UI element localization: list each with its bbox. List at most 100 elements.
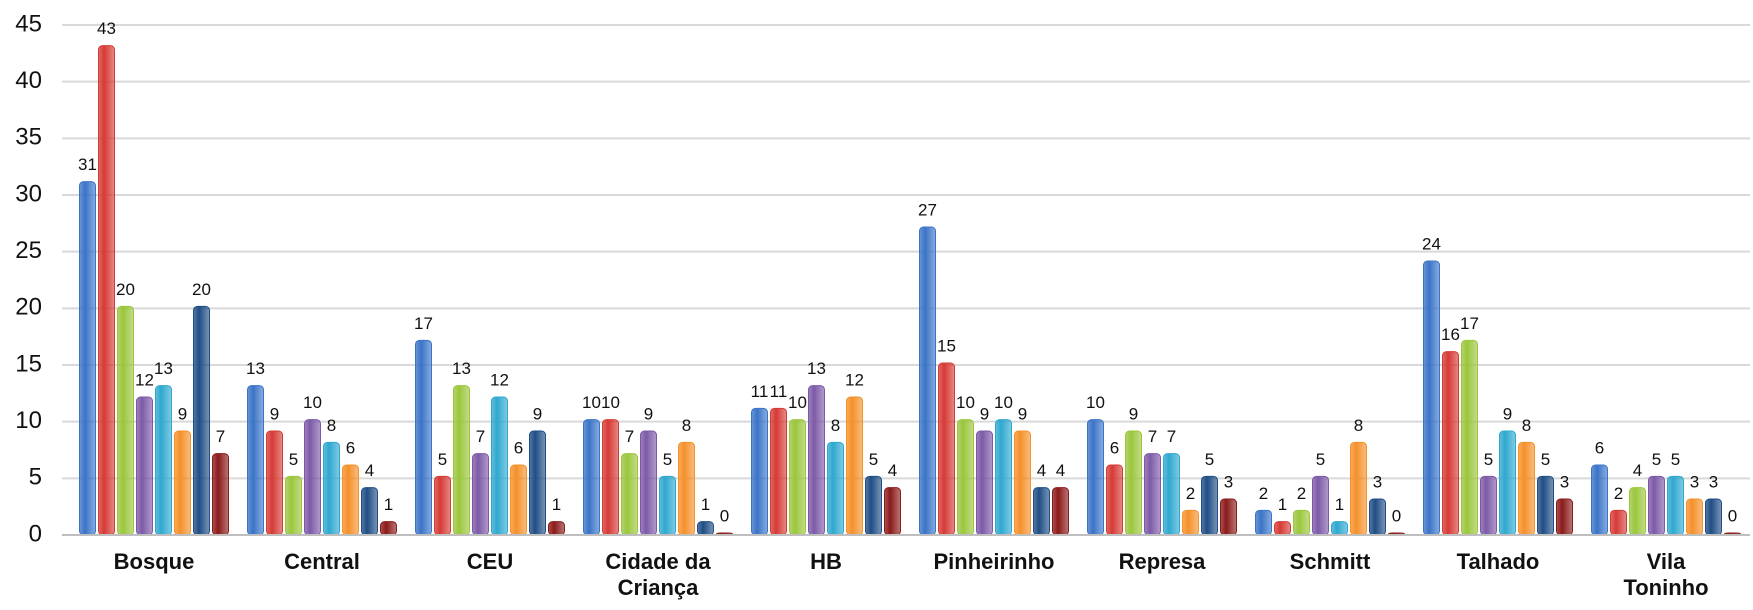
value-label: 7 — [625, 427, 634, 446]
bar — [1667, 475, 1684, 536]
bar — [697, 521, 714, 536]
value-label: 2 — [1259, 484, 1268, 503]
value-label: 2 — [1297, 484, 1306, 503]
value-label: 5 — [1316, 450, 1325, 469]
bar — [640, 430, 657, 536]
bar — [770, 407, 787, 536]
value-label: 9 — [1018, 404, 1027, 423]
bar — [1293, 509, 1310, 536]
y-tick-label: 0 — [29, 520, 42, 547]
bar — [472, 453, 489, 536]
value-label: 24 — [1422, 234, 1441, 253]
bar — [1255, 509, 1272, 536]
bar — [602, 419, 619, 536]
value-label: 13 — [452, 359, 471, 378]
bar — [266, 430, 283, 536]
value-label: 6 — [346, 438, 355, 457]
x-tick-label: Schmitt — [1289, 549, 1371, 574]
value-label: 6 — [514, 438, 523, 457]
value-label: 3 — [1224, 472, 1233, 491]
x-tick-label: HB — [810, 549, 842, 574]
bar — [529, 430, 546, 536]
value-label: 10 — [601, 393, 620, 412]
bar — [1331, 521, 1348, 536]
x-tick-label: Pinheirinho — [933, 549, 1055, 574]
bar — [1052, 487, 1069, 536]
bar — [865, 475, 882, 536]
bar — [678, 441, 695, 536]
bar — [659, 475, 676, 536]
y-tick-label: 15 — [15, 350, 42, 377]
bar — [1201, 475, 1218, 536]
value-label: 8 — [831, 416, 840, 435]
bar — [117, 305, 134, 536]
y-tick-label: 30 — [15, 180, 42, 207]
bar — [1312, 475, 1329, 536]
bar — [1556, 498, 1573, 536]
bar — [789, 419, 806, 536]
bar — [919, 226, 936, 536]
bar — [884, 487, 901, 536]
value-label: 9 — [178, 404, 187, 423]
bar — [193, 305, 210, 536]
value-label: 0 — [720, 506, 729, 525]
x-tick-label: Talhado — [1456, 549, 1540, 574]
bar — [434, 475, 451, 536]
value-label: 10 — [994, 393, 1013, 412]
value-label: 16 — [1441, 325, 1460, 344]
bar — [174, 430, 191, 536]
value-label: 5 — [1484, 450, 1493, 469]
bar — [751, 407, 768, 536]
bar — [212, 453, 229, 536]
bar — [1705, 498, 1722, 536]
bar — [323, 441, 340, 536]
value-label: 5 — [1205, 450, 1214, 469]
value-label: 0 — [1392, 506, 1401, 525]
value-label: 7 — [1167, 427, 1176, 446]
value-label: 7 — [476, 427, 485, 446]
x-tick-label: Central — [284, 549, 360, 574]
bar — [846, 396, 863, 536]
bar — [808, 385, 825, 536]
y-tick-label: 45 — [15, 10, 42, 37]
value-label: 1 — [384, 495, 393, 514]
value-label: 10 — [582, 393, 601, 412]
value-label: 4 — [1056, 461, 1065, 480]
bar — [1106, 464, 1123, 536]
value-label: 5 — [289, 450, 298, 469]
bar — [1125, 430, 1142, 536]
bar — [995, 419, 1012, 536]
y-tick-label: 40 — [15, 67, 42, 94]
value-label: 10 — [1086, 393, 1105, 412]
value-label: 12 — [845, 370, 864, 389]
y-tick-label: 25 — [15, 237, 42, 264]
value-label: 4 — [1633, 461, 1642, 480]
value-label: 10 — [788, 393, 807, 412]
bar — [98, 45, 115, 536]
bar — [1369, 498, 1386, 536]
bar — [79, 181, 96, 536]
bar — [583, 419, 600, 536]
bar — [155, 385, 172, 536]
bar — [938, 362, 955, 536]
value-label: 9 — [980, 404, 989, 423]
value-label: 3 — [1373, 472, 1382, 491]
value-label: 6 — [1110, 438, 1119, 457]
value-label: 8 — [327, 416, 336, 435]
value-label: 2 — [1186, 484, 1195, 503]
value-label: 11 — [751, 382, 769, 401]
bar — [136, 396, 153, 536]
bar — [361, 487, 378, 536]
bar — [1274, 521, 1291, 536]
value-label: 5 — [869, 450, 878, 469]
value-label: 3 — [1709, 472, 1718, 491]
bar — [1648, 475, 1665, 536]
bar — [1610, 509, 1627, 536]
value-label: 7 — [216, 427, 225, 446]
value-label: 6 — [1595, 438, 1604, 457]
value-label: 17 — [414, 314, 433, 333]
value-label: 13 — [807, 359, 826, 378]
value-label: 3 — [1690, 472, 1699, 491]
bar — [285, 475, 302, 536]
